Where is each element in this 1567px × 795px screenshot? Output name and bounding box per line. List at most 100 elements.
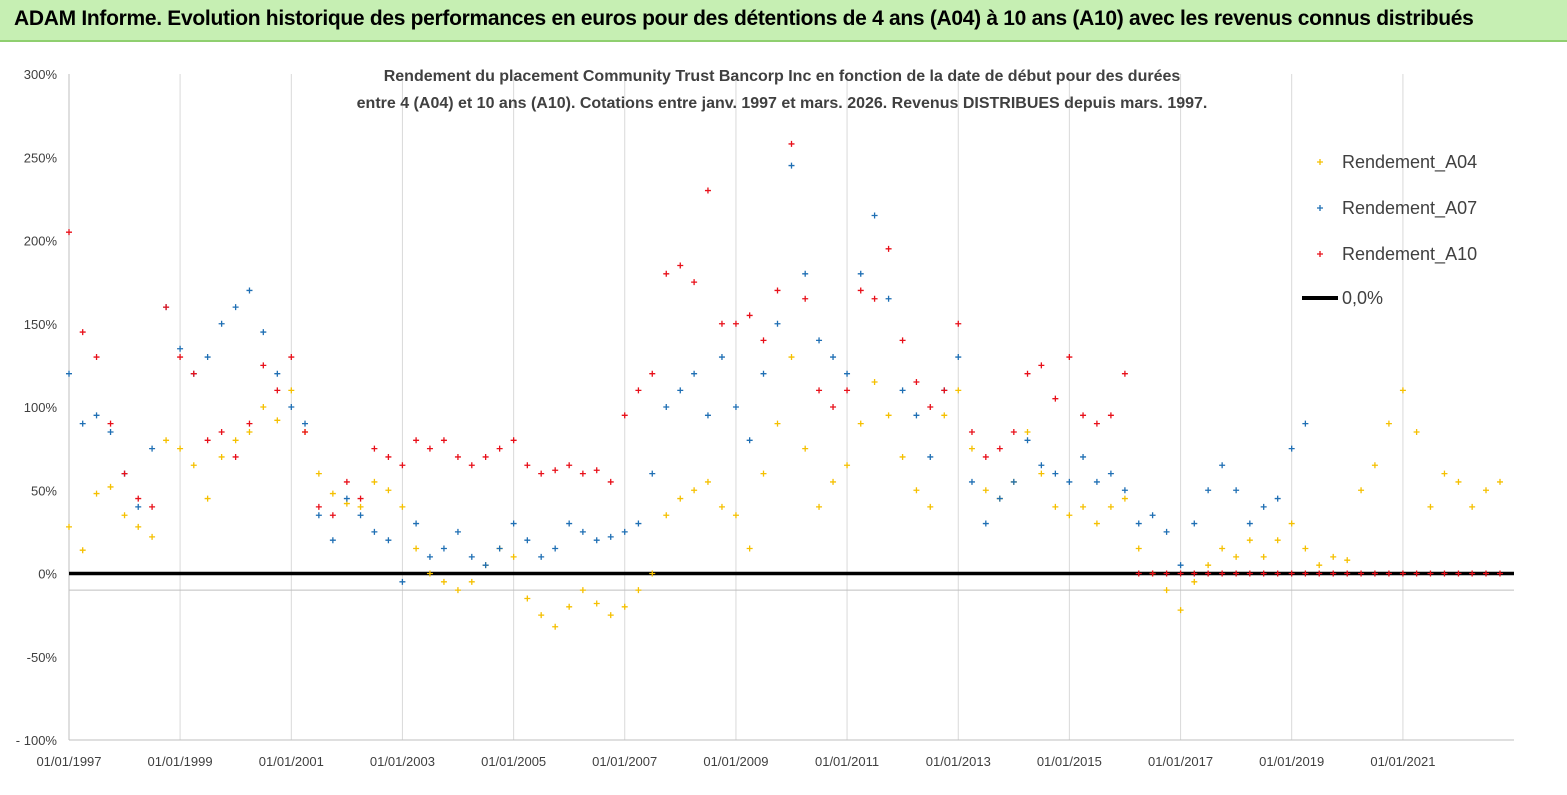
data-point <box>315 512 322 519</box>
legend-label: Rendement_A07 <box>1342 198 1477 219</box>
data-point <box>260 404 267 410</box>
data-point <box>440 437 447 444</box>
data-point <box>1052 395 1059 402</box>
data-point <box>1066 512 1073 519</box>
data-point <box>941 387 948 394</box>
x-tick-label: 01/01/2019 <box>1259 754 1324 769</box>
y-tick-label: -50% <box>27 650 58 665</box>
data-point <box>1163 528 1170 535</box>
banner-title: ADAM Informe. Evolution historique des p… <box>14 7 1474 30</box>
data-point <box>468 553 475 560</box>
data-point <box>649 470 656 477</box>
data-point <box>538 470 545 477</box>
data-point <box>79 420 86 427</box>
data-point <box>135 523 142 530</box>
data-point <box>857 420 864 427</box>
data-point <box>802 295 809 302</box>
data-point <box>927 404 934 410</box>
data-point <box>524 537 531 544</box>
data-point <box>1219 545 1226 552</box>
data-point <box>621 528 628 535</box>
data-point <box>204 354 211 361</box>
data-point <box>121 470 128 477</box>
data-point <box>746 545 753 552</box>
report-banner: ADAM Informe. Evolution historique des p… <box>0 0 1567 42</box>
data-point <box>802 270 809 277</box>
legend-marker-Rendement_A10 <box>1317 251 1323 257</box>
x-tick-label: 01/01/1999 <box>148 754 213 769</box>
y-tick-label: 300% <box>24 67 58 82</box>
data-point <box>1344 557 1351 564</box>
data-point <box>426 445 433 452</box>
data-point <box>732 320 739 327</box>
data-point <box>246 420 253 427</box>
data-point <box>1107 470 1114 477</box>
data-point <box>996 495 1003 502</box>
data-point <box>621 412 628 419</box>
x-tick-label: 01/01/2011 <box>815 754 879 769</box>
data-point <box>440 578 447 585</box>
data-point <box>1149 512 1156 519</box>
data-point <box>93 354 100 361</box>
data-point <box>1121 487 1128 494</box>
data-point <box>774 320 781 327</box>
data-point <box>1274 495 1281 502</box>
data-point <box>288 354 295 361</box>
data-point <box>274 370 281 377</box>
data-point <box>468 578 475 585</box>
data-point <box>1135 545 1142 552</box>
data-point <box>579 528 586 535</box>
data-point <box>1024 370 1031 377</box>
y-tick-label: 150% <box>24 317 58 332</box>
data-point <box>66 523 72 530</box>
data-point <box>399 503 406 510</box>
data-point <box>440 545 447 552</box>
data-point <box>663 512 670 519</box>
data-point <box>1316 562 1323 569</box>
data-point <box>704 187 711 194</box>
data-point <box>163 437 170 444</box>
data-point <box>510 437 517 444</box>
data-point <box>871 379 878 386</box>
data-point <box>1385 570 1392 577</box>
data-point <box>190 370 197 377</box>
data-point <box>315 470 322 477</box>
data-point <box>607 533 614 540</box>
data-point <box>149 445 156 452</box>
data-point <box>899 387 906 394</box>
data-point <box>163 304 170 311</box>
data-point <box>566 603 573 610</box>
data-point <box>177 354 184 361</box>
data-point <box>718 320 725 327</box>
data-point <box>1093 520 1100 527</box>
data-point <box>844 387 851 394</box>
data-point <box>1371 570 1378 577</box>
data-point <box>246 428 253 435</box>
data-point <box>149 533 156 540</box>
data-point <box>663 404 670 410</box>
data-point <box>1288 445 1295 452</box>
data-point <box>107 483 114 490</box>
data-point <box>760 370 767 377</box>
data-point <box>329 537 336 544</box>
chart-area: 01/01/1997 01/01/1999 01/01/2001 01/01/2003… <box>0 44 1567 790</box>
data-point <box>871 295 878 302</box>
data-point <box>1302 420 1309 427</box>
data-point <box>635 587 642 594</box>
data-point <box>552 467 559 474</box>
data-point <box>635 387 642 394</box>
y-tick-label: 100% <box>24 400 58 415</box>
data-point <box>204 495 211 502</box>
data-point <box>496 445 503 452</box>
data-point <box>579 470 586 477</box>
data-point <box>1219 570 1226 577</box>
data-point <box>1080 503 1087 510</box>
data-point <box>357 503 364 510</box>
data-point <box>1288 520 1295 527</box>
data-point <box>1038 470 1045 477</box>
data-point <box>899 337 906 344</box>
data-point <box>1455 570 1462 577</box>
data-point <box>1135 520 1142 527</box>
data-point <box>718 503 725 510</box>
data-point <box>371 528 378 535</box>
